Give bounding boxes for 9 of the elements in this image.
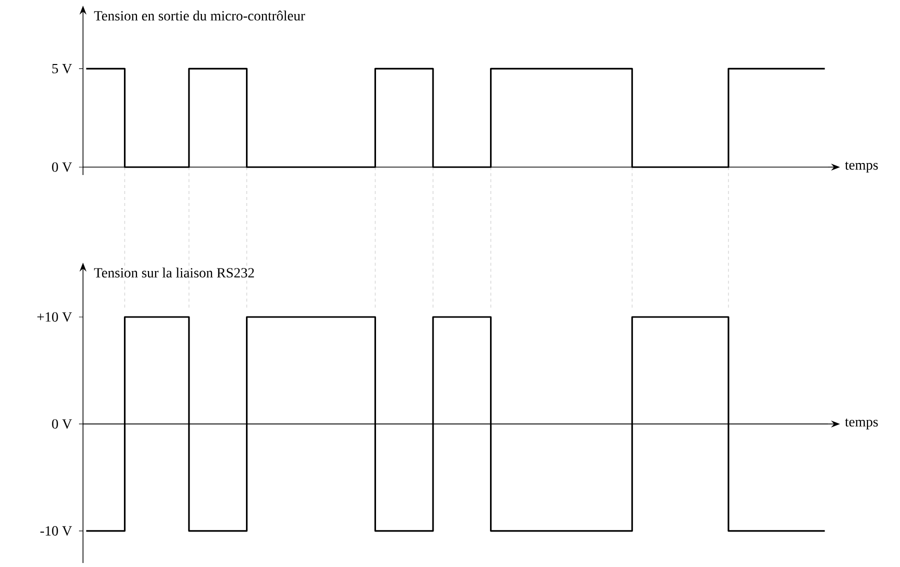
x-axis-title: temps <box>845 162 878 173</box>
y-axis-title: Tension en sortie du micro-contrôleur <box>94 10 306 21</box>
y-tick-label: 0 V <box>52 419 72 429</box>
x-axis-title: temps <box>845 418 878 430</box>
y-tick-label: +10 V <box>37 312 72 322</box>
y-tick-label: -10 V <box>40 526 72 536</box>
y-axis-title: Tension sur la liaison RS232 <box>94 268 254 278</box>
y-tick-label: 0 V <box>52 162 72 172</box>
y-tick-label: 5 V <box>52 64 72 74</box>
